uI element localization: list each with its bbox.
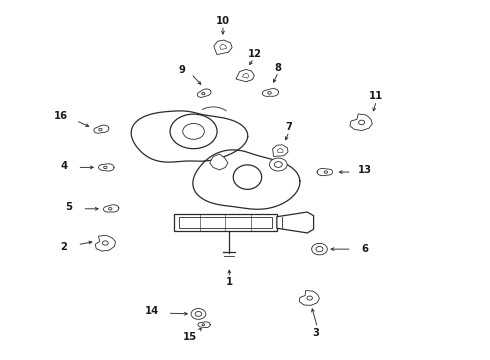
Polygon shape xyxy=(317,168,333,176)
Circle shape xyxy=(195,311,202,316)
Circle shape xyxy=(312,243,327,255)
Text: 13: 13 xyxy=(358,165,372,175)
Polygon shape xyxy=(236,69,254,82)
Text: 8: 8 xyxy=(275,63,282,73)
Circle shape xyxy=(99,129,102,131)
Text: 14: 14 xyxy=(145,306,159,316)
Polygon shape xyxy=(197,89,211,97)
Polygon shape xyxy=(214,40,232,55)
Circle shape xyxy=(359,120,365,125)
Ellipse shape xyxy=(233,165,262,189)
Circle shape xyxy=(191,309,206,319)
Text: 7: 7 xyxy=(286,122,293,132)
Circle shape xyxy=(316,247,323,252)
Polygon shape xyxy=(94,125,109,133)
Text: 6: 6 xyxy=(362,244,368,254)
Text: 11: 11 xyxy=(369,91,384,102)
Bar xyxy=(174,214,277,231)
Circle shape xyxy=(270,158,287,171)
Circle shape xyxy=(109,208,112,210)
Text: 2: 2 xyxy=(60,242,67,252)
Text: 9: 9 xyxy=(179,65,186,75)
Polygon shape xyxy=(95,235,116,251)
Text: 3: 3 xyxy=(313,328,319,338)
Circle shape xyxy=(202,93,205,95)
Circle shape xyxy=(307,296,313,300)
Bar xyxy=(179,217,272,228)
Text: 15: 15 xyxy=(183,332,197,342)
Polygon shape xyxy=(198,322,210,328)
Circle shape xyxy=(102,241,108,245)
Polygon shape xyxy=(131,111,248,162)
Text: 4: 4 xyxy=(60,161,67,171)
Circle shape xyxy=(104,166,107,168)
Circle shape xyxy=(202,324,205,326)
Polygon shape xyxy=(277,212,314,233)
Polygon shape xyxy=(350,114,372,130)
Circle shape xyxy=(268,91,271,94)
Polygon shape xyxy=(272,145,288,156)
Text: 16: 16 xyxy=(54,111,68,121)
Polygon shape xyxy=(103,205,119,212)
Text: 12: 12 xyxy=(248,49,262,59)
Circle shape xyxy=(324,171,327,173)
Text: 1: 1 xyxy=(226,276,233,287)
Circle shape xyxy=(170,114,217,149)
Circle shape xyxy=(274,162,282,167)
Polygon shape xyxy=(263,89,278,96)
Text: 10: 10 xyxy=(216,16,230,26)
Circle shape xyxy=(183,123,204,139)
Polygon shape xyxy=(193,150,300,209)
Polygon shape xyxy=(210,154,228,170)
Text: 5: 5 xyxy=(65,202,72,212)
Polygon shape xyxy=(299,291,319,305)
Polygon shape xyxy=(98,164,114,171)
